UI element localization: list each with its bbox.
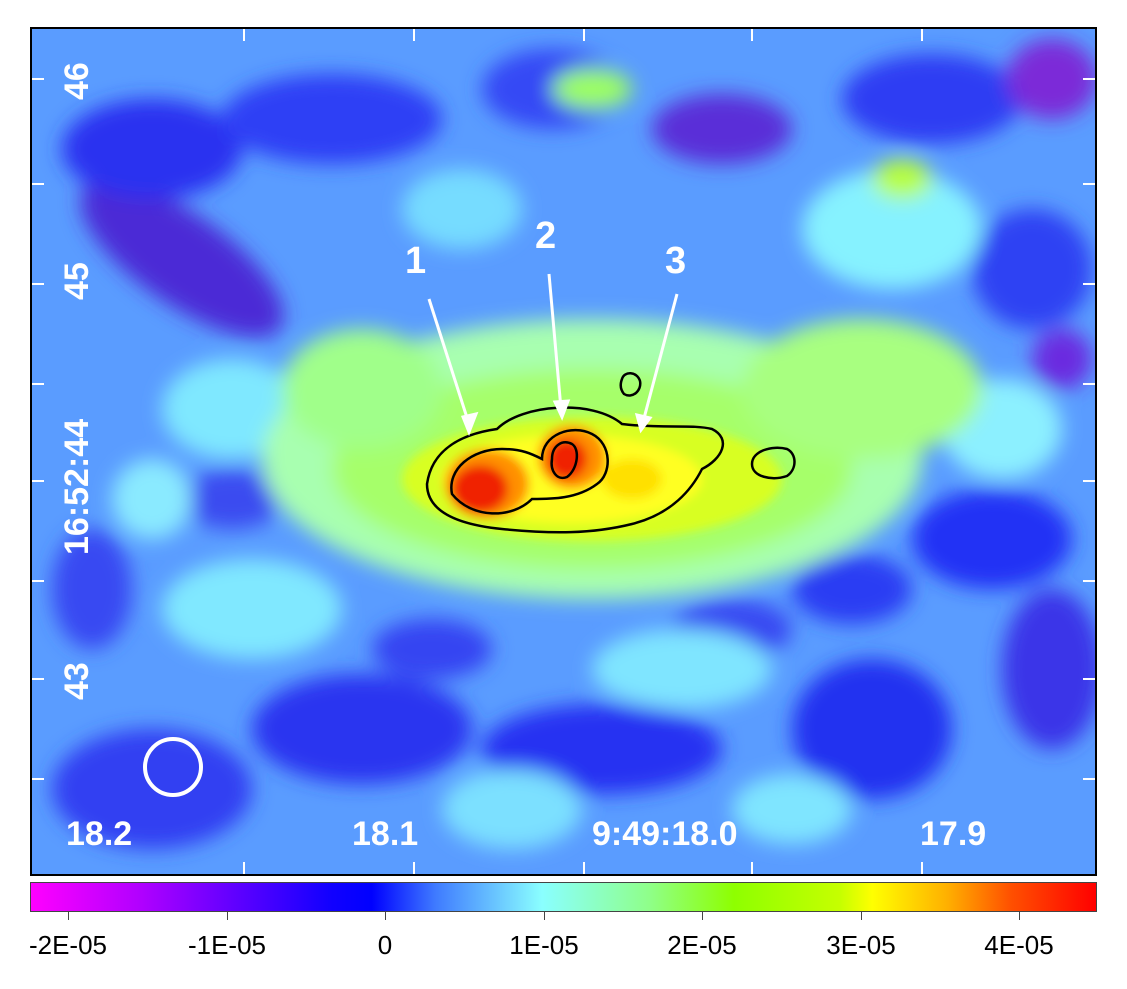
colorbar-label: 2E-05 [667,930,737,960]
noise-field [52,39,1095,849]
dec-label-43: 43 [58,662,96,700]
colorbar-label: 4E-05 [984,930,1054,960]
arrow-2 [547,273,563,410]
tick-marks [32,29,1095,874]
intensity-map [30,27,1097,876]
contour-middle [450,428,609,515]
arrow-1-head [460,411,479,437]
dec-label-46: 46 [58,62,96,100]
colorbar-label: -1E-05 [187,930,267,960]
source-label-3: 3 [665,240,687,282]
arrow-3-head [634,412,653,434]
colorbar-tick [227,912,228,920]
ra-label-18-1: 18.1 [352,815,419,853]
contour-island-a [619,372,642,397]
beam-circle [143,737,203,797]
contour-outer [425,406,724,534]
source-emission [402,417,782,541]
colorbar-label: 0 [377,930,393,960]
contour-island-b [750,446,796,480]
map-svg [32,29,1095,874]
colorbar-tick [68,912,69,920]
arrow-3 [641,293,679,423]
colorbar-label: 1E-05 [509,930,579,960]
colorbar-label: 3E-05 [826,930,896,960]
arrow-1 [427,298,471,425]
dec-label-44: 16:52:44 [58,418,96,555]
ra-label-18-2: 18.2 [66,815,133,853]
arrows [427,273,679,437]
colorbar-tick [861,912,862,920]
colorbar-tick [544,912,545,920]
colorbar-label: -2E-05 [28,930,108,960]
source-label-1: 1 [405,240,427,282]
ra-label-18-0: 9:49:18.0 [592,815,738,853]
ra-label-17-9: 17.9 [920,815,987,853]
colorbar-tick [385,912,386,920]
colorbar-tick [1019,912,1020,920]
dec-label-45: 45 [58,262,96,300]
colorbar-tick [702,912,703,920]
colorbar [30,882,1097,912]
arrow-2-head [552,399,571,421]
contour-inner [550,441,579,480]
source-label-2: 2 [535,215,557,257]
contours [425,372,796,534]
